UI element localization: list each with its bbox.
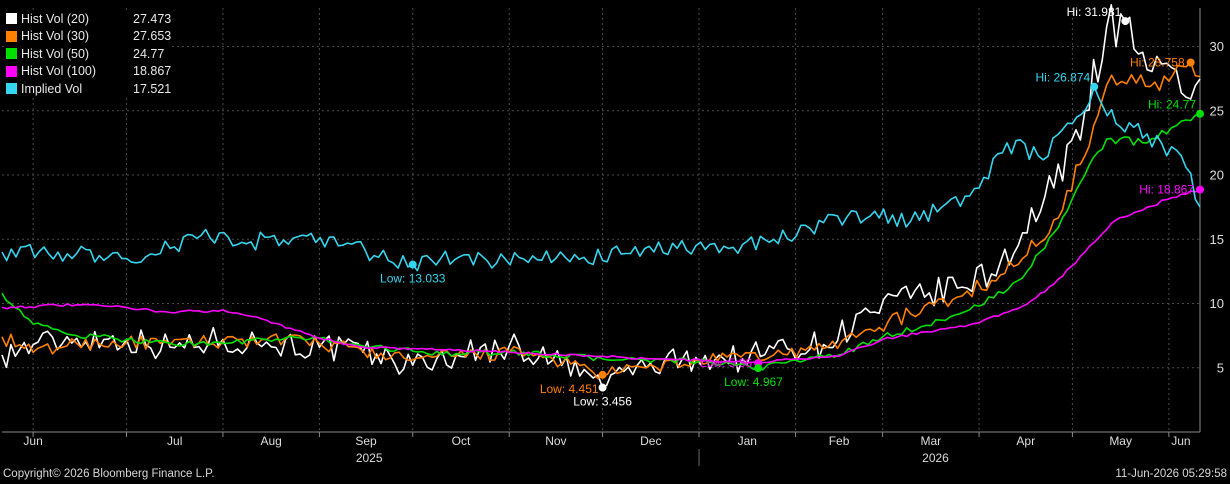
x-year-label: 2025 xyxy=(356,451,383,465)
extreme-marker xyxy=(754,364,763,373)
x-tick-label: Apr xyxy=(1016,434,1035,448)
legend-series-name: Hist Vol (20) xyxy=(21,11,90,26)
legend-series-name: Hist Vol (100) xyxy=(21,64,97,79)
extreme-label: Low: 5.36 xyxy=(700,356,752,370)
extreme-marker xyxy=(1196,185,1204,194)
y-tick-label: 25 xyxy=(1210,103,1224,118)
extreme-marker xyxy=(1196,109,1204,118)
legend-swatch xyxy=(6,48,17,60)
legend-series-name: Implied Vol xyxy=(21,81,83,96)
legend-swatch xyxy=(6,83,17,95)
extreme-marker xyxy=(1186,58,1195,67)
extreme-marker xyxy=(408,260,417,269)
x-tick-label: Jun xyxy=(23,434,42,448)
legend-series-value: 27.653 xyxy=(133,29,172,44)
extreme-label: Hi: 18.867 xyxy=(1139,183,1194,197)
legend-item[interactable]: Implied Vol 17.521 xyxy=(6,80,171,98)
y-tick-label: 30 xyxy=(1210,39,1224,54)
extreme-label: Low: 13.033 xyxy=(380,272,446,286)
series-line xyxy=(1,85,1201,272)
extreme-label: Hi: 28.758 xyxy=(1130,56,1185,70)
series-line xyxy=(1,4,1201,389)
series-line xyxy=(1,61,1201,380)
timestamp-text: 11-Jun-2026 05:29:58 xyxy=(1115,468,1227,480)
copyright-text: Copyright© 2026 Bloomberg Finance L.P. xyxy=(3,468,215,480)
y-tick-label: 15 xyxy=(1210,232,1224,247)
extreme-label: Hi: 31.981 xyxy=(1067,5,1122,19)
legend-item[interactable]: Hist Vol (20) 27.473 xyxy=(6,10,171,28)
x-tick-label: Jun xyxy=(1171,434,1190,448)
extreme-label: Hi: 26.874 xyxy=(1035,71,1090,85)
x-tick-label: Dec xyxy=(640,434,661,448)
extreme-label: Hi: 24.77 xyxy=(1148,98,1196,112)
legend-series-value: 27.473 xyxy=(133,11,172,26)
y-tick-label: 10 xyxy=(1210,296,1224,311)
extreme-label: Low: 3.456 xyxy=(573,395,632,409)
extreme-label: Low: 4.967 xyxy=(724,375,783,389)
x-tick-label: Jan xyxy=(738,434,757,448)
legend-swatch xyxy=(6,65,17,77)
legend-series-value: 18.867 xyxy=(133,64,172,79)
legend-item[interactable]: Hist Vol (100) 18.867 xyxy=(6,63,171,81)
y-tick-label: 20 xyxy=(1210,168,1224,183)
x-tick-label: Sep xyxy=(355,434,377,448)
legend-series-name: Hist Vol (50) xyxy=(21,46,90,61)
legend-item[interactable]: Hist Vol (50) 24.77 xyxy=(6,45,171,63)
extreme-label: Low: 4.451 xyxy=(540,382,599,396)
legend-series-name: Hist Vol (30) xyxy=(21,29,90,44)
x-tick-label: Aug xyxy=(260,434,281,448)
x-tick-label: Oct xyxy=(452,434,471,448)
extreme-marker xyxy=(598,370,607,379)
y-tick-label: 5 xyxy=(1217,360,1224,375)
x-tick-label: Nov xyxy=(545,434,566,448)
x-tick-label: Jul xyxy=(167,434,182,448)
extreme-marker xyxy=(1090,82,1099,91)
legend-swatch xyxy=(6,30,17,42)
legend-series-value: 24.77 xyxy=(133,46,165,61)
x-tick-label: Feb xyxy=(829,434,850,448)
legend-item[interactable]: Hist Vol (30) 27.653 xyxy=(6,28,171,46)
x-year-label: 2026 xyxy=(922,451,949,465)
legend-swatch xyxy=(6,13,17,25)
series-line xyxy=(1,188,1201,364)
extreme-marker xyxy=(598,383,607,392)
chart-legend: Hist Vol (20) 27.473 Hist Vol (30) 27.65… xyxy=(6,10,172,98)
x-tick-label: May xyxy=(1109,434,1132,448)
legend-series-value: 17.521 xyxy=(133,81,172,96)
series-line xyxy=(1,112,1201,371)
x-tick-label: Mar xyxy=(921,434,942,448)
extreme-marker xyxy=(1121,17,1130,26)
